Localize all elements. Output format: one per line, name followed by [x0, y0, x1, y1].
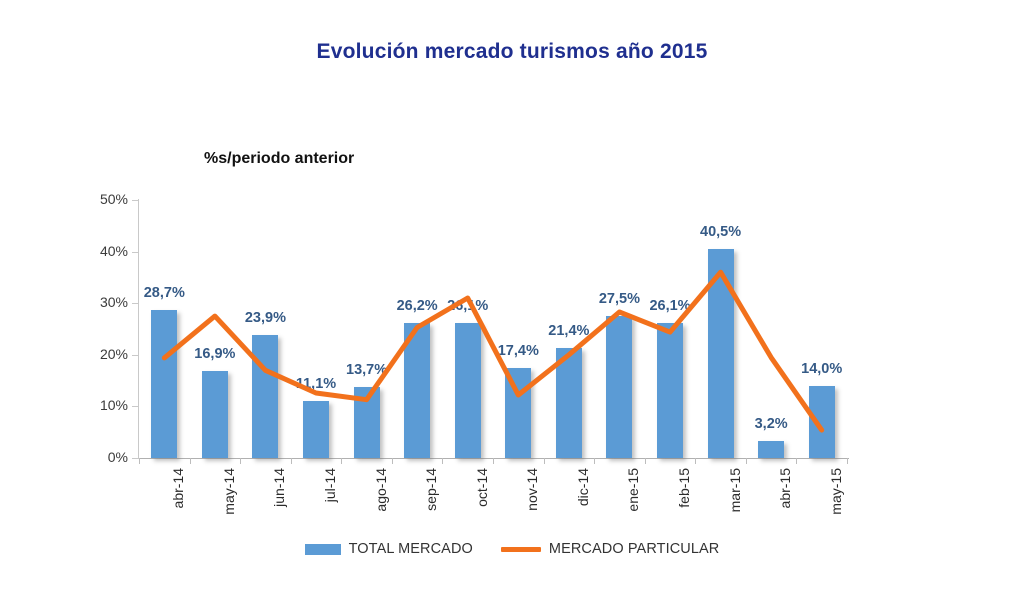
x-category-label: abr-14: [170, 468, 187, 509]
x-tick-mark: [391, 458, 393, 464]
y-tick-label: 20%: [99, 345, 128, 362]
bar-value-label: 13,7%: [346, 362, 388, 379]
bar[interactable]: [505, 368, 532, 458]
x-category-label: feb-15: [676, 468, 692, 508]
y-tick-mark: [132, 354, 139, 356]
x-tick-mark: [442, 458, 444, 464]
y-tick-label: 0%: [107, 449, 128, 465]
bar-value-label: 11,1%: [295, 375, 337, 392]
bar[interactable]: [555, 347, 582, 458]
bar-value-label: 23,9%: [244, 309, 286, 326]
x-tick-mark: [594, 458, 596, 464]
bar-value-label: 3,2%: [754, 416, 788, 433]
x-tick-mark: [240, 458, 242, 464]
bar[interactable]: [201, 370, 228, 458]
bar-value-label: 17,4%: [497, 343, 539, 360]
y-axis-line: [138, 199, 139, 459]
bar-value-label: 27,5%: [598, 291, 640, 308]
bar-value-label: 26,1%: [447, 298, 489, 315]
x-category-label: jul-14: [322, 468, 338, 503]
bar[interactable]: [657, 323, 683, 458]
x-tick-mark: [493, 458, 494, 464]
legend-item-total-mercado[interactable]: TOTAL MERCADO: [304, 541, 473, 557]
x-tick-mark: [644, 458, 646, 464]
x-category-label: jun-14: [271, 468, 288, 507]
x-tick-mark: [695, 458, 697, 464]
legend-item-mercado-particular[interactable]: MERCADO PARTICULAR: [500, 541, 720, 557]
y-tick-mark: [132, 251, 139, 253]
x-category-label: oct-14: [473, 468, 490, 507]
bar[interactable]: [758, 441, 785, 458]
bar[interactable]: [303, 400, 329, 458]
bar-value-label: 40,5%: [700, 224, 742, 241]
x-category-label: dic-14: [574, 468, 591, 507]
y-tick-label: 30%: [99, 294, 128, 311]
bar[interactable]: [454, 323, 481, 458]
legend-label-total-mercado: TOTAL MERCADO: [348, 541, 473, 557]
legend-label-mercado-particular: MERCADO PARTICULAR: [548, 541, 720, 557]
chart-subtitle: %s/periodo anterior: [204, 150, 355, 167]
y-tick-label: 40%: [99, 242, 128, 259]
x-tick-mark: [341, 458, 343, 464]
y-tick-label: 50%: [99, 191, 128, 207]
x-category-label: sep-14: [423, 468, 440, 511]
bar-value-label: 28,7%: [143, 284, 185, 301]
x-tick-mark: [745, 458, 747, 464]
x-tick-mark: [290, 458, 292, 464]
x-category-label: mar-15: [726, 468, 743, 513]
y-tick-label: 10%: [99, 397, 128, 414]
bar-value-label: 26,1%: [649, 298, 691, 315]
x-category-label: may-14: [220, 468, 237, 515]
x-tick-mark: [847, 458, 848, 464]
x-tick-mark: [796, 458, 798, 464]
legend-line-swatch-icon: [500, 546, 541, 552]
bar[interactable]: [606, 316, 633, 458]
bar-value-label: 14,0%: [801, 360, 843, 377]
y-tick-mark: [132, 406, 139, 408]
chart-title: Evolución mercado turismos año 2015: [316, 40, 708, 63]
x-category-label: ago-14: [372, 468, 389, 512]
x-category-label: may-15: [827, 468, 844, 515]
x-tick-mark: [189, 458, 191, 464]
bar-value-label: 21,4%: [548, 322, 590, 339]
y-tick-mark: [132, 458, 139, 459]
y-axis-tick-labels: 50% 40% 30% 20% 10% 0%: [80, 0, 128, 597]
bar[interactable]: [707, 249, 734, 458]
bar[interactable]: [151, 309, 178, 458]
x-category-label: abr-15: [777, 468, 794, 509]
bar[interactable]: [252, 334, 279, 458]
legend-bar-swatch-icon: [304, 543, 341, 555]
bar-value-label: 16,9%: [194, 345, 236, 362]
bar-value-label: 26,2%: [396, 297, 438, 314]
x-category-label: nov-14: [524, 468, 541, 511]
bar[interactable]: [353, 387, 380, 458]
bar[interactable]: [808, 385, 835, 458]
bar[interactable]: [404, 322, 431, 458]
y-tick-mark: [132, 200, 139, 201]
y-tick-mark: [132, 303, 139, 305]
chart-legend: TOTAL MERCADO MERCADO PARTICULAR: [0, 541, 1024, 557]
x-category-label: ene-15: [625, 468, 642, 512]
x-tick-mark: [139, 458, 140, 464]
x-tick-mark: [543, 458, 545, 464]
